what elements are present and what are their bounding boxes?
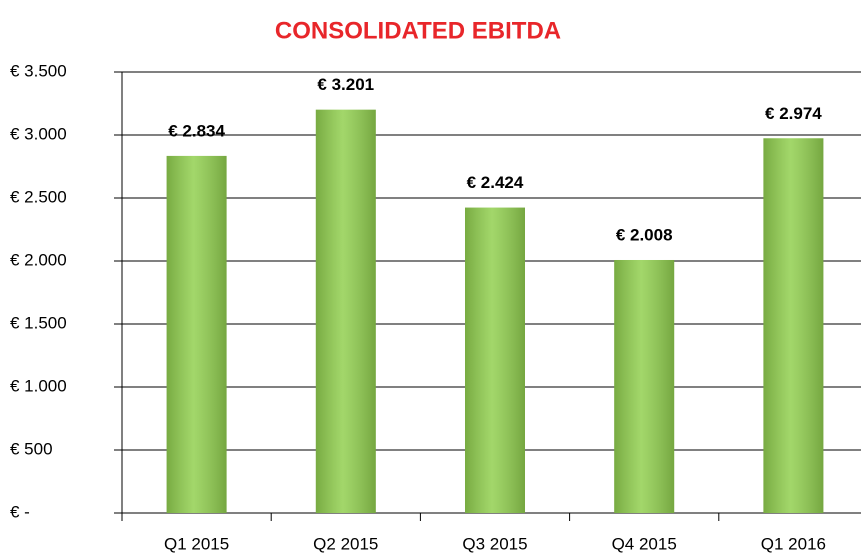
bar-shade [315, 109, 376, 513]
y-tick-label: € - [10, 502, 30, 521]
bar-shade [614, 259, 675, 513]
x-tick-label: Q1 2016 [761, 534, 826, 553]
value-label: € 2.974 [765, 104, 822, 123]
chart-title: CONSOLIDATED EBITDA [275, 17, 561, 44]
x-tick-label: Q2 2015 [313, 534, 378, 553]
y-tick-label: € 2.500 [10, 187, 67, 206]
y-tick-label: € 3.000 [10, 124, 67, 143]
x-tick-label: Q3 2015 [462, 534, 527, 553]
value-label: € 2.834 [168, 121, 225, 140]
y-tick-label: € 1.000 [10, 376, 67, 395]
bar-shade [763, 138, 824, 513]
bar-shade [465, 207, 525, 514]
x-tick-label: Q1 2015 [164, 534, 229, 553]
x-tick-label: Q4 2015 [612, 534, 677, 553]
value-label: € 2.424 [467, 173, 524, 192]
value-label: € 2.008 [616, 225, 673, 244]
value-label: € 3.201 [317, 75, 374, 94]
y-tick-label: € 2.000 [10, 250, 67, 269]
bar-shade [166, 155, 227, 513]
y-tick-label: € 500 [10, 439, 53, 458]
y-tick-label: € 1.500 [10, 313, 67, 332]
y-tick-label: € 3.500 [10, 61, 67, 80]
